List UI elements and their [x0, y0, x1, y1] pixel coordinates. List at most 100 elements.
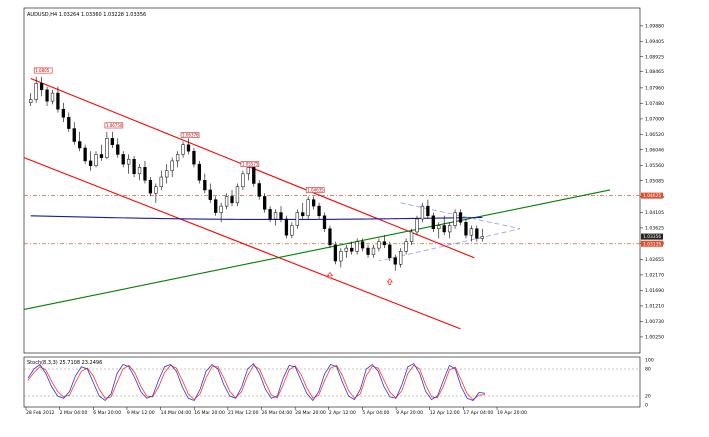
candle-body[interactable] [246, 167, 250, 175]
candle-body[interactable] [99, 154, 104, 158]
candle-body[interactable] [219, 205, 223, 213]
moving-average-line[interactable] [30, 215, 483, 221]
candle-body[interactable] [388, 244, 392, 259]
candle-body[interactable] [290, 225, 294, 236]
candle-body[interactable] [355, 241, 359, 252]
candle-body[interactable] [186, 144, 191, 152]
candle-body[interactable] [34, 83, 38, 100]
stoch-signal-line[interactable] [27, 364, 486, 401]
candle-body[interactable] [393, 257, 397, 265]
candle-body[interactable] [377, 241, 381, 249]
candle-body[interactable] [88, 160, 93, 166]
candle-body[interactable] [317, 205, 321, 217]
candle-body[interactable] [409, 231, 414, 242]
candle-body[interactable] [382, 241, 387, 246]
candle-body[interactable] [431, 215, 435, 229]
candle-body[interactable] [295, 212, 299, 226]
trend-line[interactable] [23, 189, 611, 311]
swing-high-label: 1.0805 [35, 68, 49, 73]
candle-body[interactable] [404, 241, 408, 252]
candle-body[interactable] [137, 167, 142, 175]
candle-body[interactable] [415, 218, 419, 233]
candle-body[interactable] [344, 247, 348, 252]
candle-body[interactable] [453, 212, 457, 226]
candle-body[interactable] [458, 212, 463, 223]
candle-body[interactable] [175, 154, 180, 162]
candle-body[interactable] [170, 160, 174, 171]
candle-body[interactable] [45, 89, 49, 102]
candle-body[interactable] [224, 196, 229, 207]
candle-body[interactable] [121, 154, 125, 165]
stoch-main-line[interactable] [27, 362, 486, 402]
stoch-frame[interactable] [23, 356, 641, 408]
y-tick-label: 1.02170 [645, 273, 664, 279]
candle-body[interactable] [268, 209, 272, 220]
candle-body[interactable] [181, 144, 185, 155]
candle-body[interactable] [61, 108, 66, 118]
stoch-level-label: 0 [645, 403, 648, 409]
candle-body[interactable] [399, 251, 403, 265]
candle-body[interactable] [306, 199, 310, 217]
triangle-pattern[interactable] [378, 202, 521, 262]
candle-body[interactable] [165, 170, 169, 178]
candle-body[interactable] [420, 205, 425, 220]
y-tick-label: 1.07960 [645, 85, 664, 91]
candle-body[interactable] [192, 150, 196, 165]
candle-body[interactable] [159, 176, 163, 187]
candle-body[interactable] [279, 212, 283, 220]
main-chart-frame[interactable] [23, 7, 641, 354]
candle-body[interactable] [301, 212, 305, 217]
candle-body[interactable] [464, 222, 468, 236]
candle-body[interactable] [322, 215, 327, 229]
x-tick-label: 9 Apr 20:00 [396, 410, 423, 416]
candle-body[interactable] [328, 228, 332, 246]
candle-body[interactable] [203, 180, 207, 191]
candle-body[interactable] [235, 186, 240, 204]
candle-body[interactable] [214, 199, 218, 213]
candle-body[interactable] [480, 236, 484, 239]
candle-body[interactable] [252, 167, 256, 184]
candle-body[interactable] [366, 247, 370, 255]
candle-body[interactable] [350, 247, 354, 252]
candle-body[interactable] [426, 205, 430, 217]
candle-body[interactable] [56, 92, 60, 110]
candle-body[interactable] [94, 154, 98, 166]
candle-body[interactable] [360, 241, 365, 249]
candle-body[interactable] [371, 247, 376, 255]
candle-body[interactable] [257, 183, 261, 197]
candle-body[interactable] [29, 99, 33, 103]
candle-body[interactable] [83, 147, 87, 162]
candle-body[interactable] [105, 138, 109, 158]
candle-body[interactable] [72, 128, 76, 142]
channel-lower-line[interactable] [23, 157, 461, 330]
candle-body[interactable] [442, 225, 446, 233]
candle-body[interactable] [447, 225, 452, 233]
candle-body[interactable] [154, 186, 158, 194]
candle-body[interactable] [50, 92, 55, 102]
candle-body[interactable] [143, 167, 147, 181]
candle-body[interactable] [469, 228, 474, 236]
candle-body[interactable] [67, 117, 71, 129]
x-tick-label: 9 Mar 12:00 [127, 410, 155, 416]
candle-body[interactable] [437, 225, 441, 229]
candle-body[interactable] [132, 159, 136, 175]
candle-body[interactable] [39, 83, 44, 91]
candle-body[interactable] [78, 141, 82, 149]
y-tick-label: 1.05085 [645, 178, 664, 184]
candle-body[interactable] [148, 180, 153, 194]
candle-body[interactable] [208, 189, 212, 200]
candle-body[interactable] [110, 138, 114, 145]
candle-body[interactable] [116, 144, 120, 155]
candle-body[interactable] [475, 228, 479, 239]
candle-body[interactable] [197, 163, 202, 181]
candle-body[interactable] [311, 199, 316, 207]
candle-body[interactable] [263, 196, 267, 210]
candle-body[interactable] [339, 251, 343, 262]
candle-body[interactable] [241, 173, 245, 187]
candle-body[interactable] [230, 196, 234, 204]
candle-body[interactable] [126, 159, 131, 165]
candle-body[interactable] [273, 212, 278, 220]
candle-body[interactable] [333, 244, 338, 262]
candle-body[interactable] [284, 218, 289, 236]
